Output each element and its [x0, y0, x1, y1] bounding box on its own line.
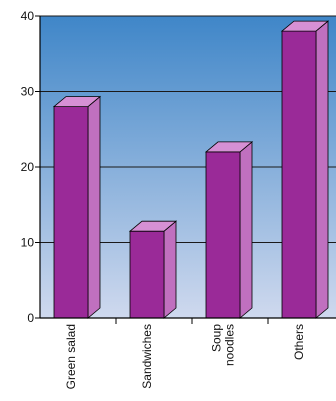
x-category-label: Soup — [210, 324, 224, 352]
y-tick-label: 0 — [27, 311, 34, 325]
bar — [128, 220, 178, 319]
x-category-label: Others — [292, 324, 306, 360]
bar-top — [204, 141, 254, 153]
bar-top — [128, 220, 178, 232]
bar — [280, 20, 330, 319]
bar-front — [205, 151, 241, 319]
y-tick-label: 40 — [21, 9, 35, 23]
x-category-label: Sandwiches — [140, 324, 154, 389]
bar-front — [53, 106, 89, 319]
bar-top — [280, 20, 330, 32]
x-axis-labels: Green salad Sandwiches Soup noodles Others — [64, 318, 306, 389]
y-tick-label: 20 — [21, 160, 35, 174]
bar-side — [87, 95, 101, 319]
bar-side — [315, 20, 329, 319]
bar-front — [129, 230, 165, 319]
bar — [52, 95, 102, 319]
y-tick-label: 10 — [21, 236, 35, 250]
bars — [52, 20, 330, 319]
y-axis-ticks: 0 10 20 30 40 — [21, 9, 40, 325]
y-tick-label: 30 — [21, 85, 35, 99]
x-category-label: Green salad — [64, 324, 78, 389]
bar — [204, 141, 254, 319]
bar-side — [239, 141, 253, 319]
x-category-label: noodles — [223, 324, 237, 366]
bar-side — [163, 220, 177, 319]
bar-top — [52, 96, 102, 107]
bar-front — [281, 30, 317, 319]
